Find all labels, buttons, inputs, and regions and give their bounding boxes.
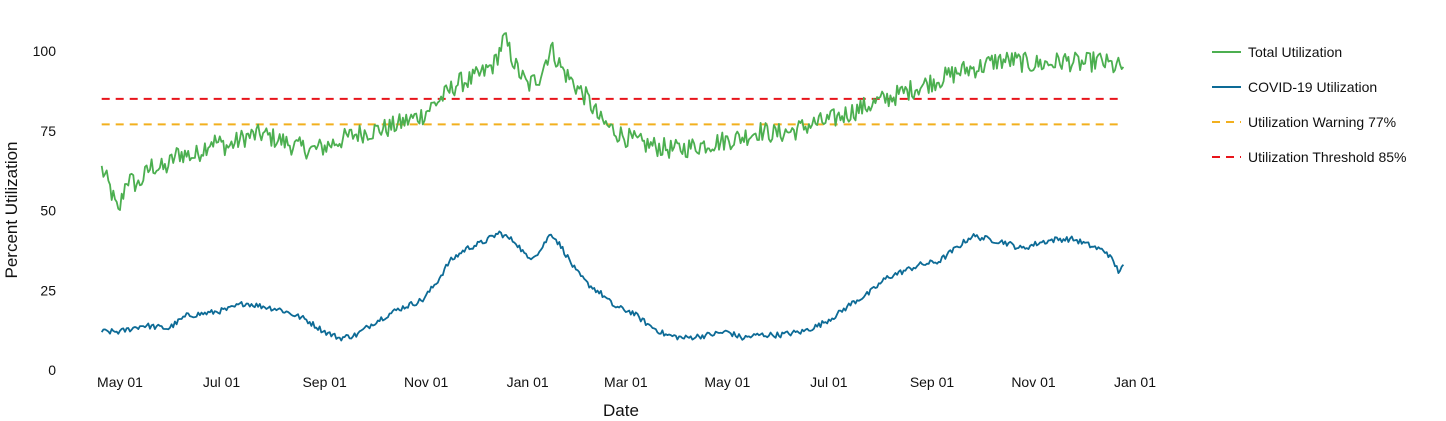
y-tick-label: 50 [40, 203, 56, 219]
y-tick-label: 75 [40, 123, 56, 139]
legend: Total Utilization COVID-19 Utilization Uti… [1212, 44, 1407, 165]
series-line [100, 230, 1125, 342]
y-tick-label: 100 [33, 43, 57, 59]
x-tick-label: Sep 01 [302, 374, 347, 390]
x-axis-ticks: May 01 Jul 01 Sep 01 Nov 01 Jan 01 Mar 01 May … [97, 374, 1156, 390]
x-axis-title: Date [603, 401, 639, 420]
series-layer [100, 32, 1125, 342]
x-tick-label: Nov 01 [1011, 374, 1056, 390]
y-axis-title: Percent Utilization [2, 141, 21, 278]
x-tick-label: May 01 [97, 374, 143, 390]
x-tick-label: Mar 01 [604, 374, 648, 390]
legend-entry-label: Utilization Threshold 85% [1248, 149, 1407, 165]
y-tick-label: 0 [48, 362, 56, 378]
x-tick-label: Jan 01 [1114, 374, 1156, 390]
x-tick-label: Jul 01 [810, 374, 848, 390]
y-tick-label: 25 [40, 282, 56, 298]
y-axis-ticks: 0 25 50 75 100 [33, 43, 57, 378]
x-tick-label: Jul 01 [203, 374, 241, 390]
x-tick-label: Nov 01 [404, 374, 449, 390]
x-tick-label: Sep 01 [910, 374, 955, 390]
legend-entry-label: Utilization Warning 77% [1248, 114, 1396, 130]
legend-entry-label: COVID-19 Utilization [1248, 79, 1377, 95]
series-line [100, 32, 1125, 211]
legend-entry-label: Total Utilization [1248, 44, 1342, 60]
x-tick-label: Jan 01 [507, 374, 549, 390]
x-tick-label: May 01 [704, 374, 750, 390]
